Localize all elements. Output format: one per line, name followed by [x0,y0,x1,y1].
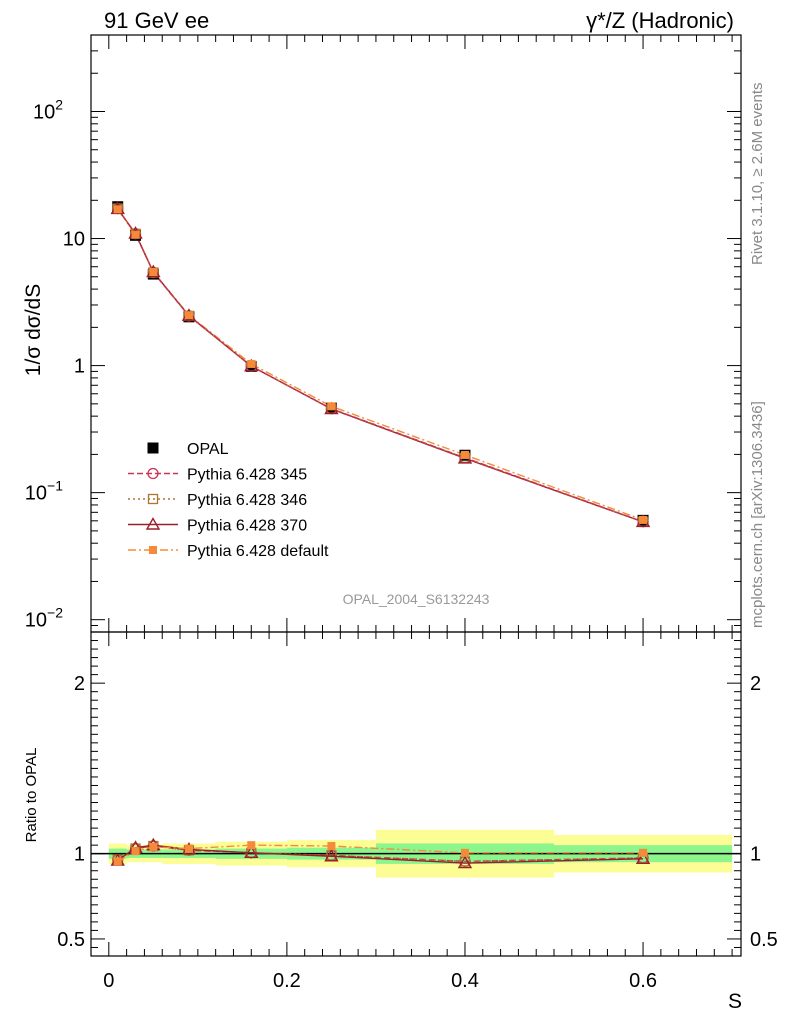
ratio-plot-frame [90,631,742,957]
ratio-y-tick-label-right: 1 [750,844,761,866]
main-point-pdefault [247,359,256,368]
main-y-tick-label: 10−2 [25,605,63,632]
ratio-point-p370 [635,851,651,864]
legend-marker-p370 [145,517,161,530]
ratio-point-pdefault [327,842,336,851]
ratio-y-tick-label-left: 0.5 [57,929,85,951]
main-y-tick-label: 102 [33,96,63,123]
x-axis-label: S [728,990,742,1013]
rivet-version-label: Rivet 3.1.10, ≥ 2.6M events [749,83,766,266]
ratio-point-pdefault [184,844,193,853]
ratio-point-pdefault [639,848,648,857]
legend-label-data: OPAL [187,441,229,458]
ratio-y-tick-label-right: 0.5 [750,929,778,951]
ratio-point-p370 [457,855,473,869]
main-point-pdefault [327,402,336,411]
main-y-tick-label: 1 [74,356,85,378]
main-point-pdefault [639,515,648,524]
ratio-point-pdefault [113,857,122,866]
mcplots-reference-label: mcplots.cern.ch [arXiv:1306.3436] [749,401,766,628]
header-right-title: γ*/Z (Hadronic) [586,8,734,33]
x-tick-label: 0.4 [451,970,479,992]
ratio-point-pdefault [131,847,140,856]
legend: OPAL Pythia 6.428 345 Pythia 6.428 346 Pyth… [128,441,329,560]
x-tick-label: 0.2 [273,970,301,992]
legend-marker-p346 [147,493,159,505]
x-tick-label: 0.6 [629,970,657,992]
legend-marker-data [147,442,159,454]
main-point-pdefault [131,230,140,239]
ratio-point-pdefault [247,841,256,850]
legend-label-pdefault: Pythia 6.428 default [187,543,329,560]
ratio-point-pdefault [460,848,469,857]
main-y-tick-label: 10−1 [25,478,63,505]
legend-marker-p345 [147,467,159,480]
ratio-point-p370 [324,848,339,862]
axes-layer: 10−2 10−1 1 10 102 0 0.2 0.4 0.6 0.5 0.5 1 1 2 2 [25,34,778,992]
analysis-watermark: OPAL_2004_S6132243 [343,591,490,607]
ratio-point-pdefault [149,842,158,851]
x-tick-label: 0 [103,970,114,992]
ratio-series-lines [91,837,741,869]
legend-label-p346: Pythia 6.428 346 [187,492,307,509]
header-left-title: 91 GeV ee [104,8,209,33]
main-series-lines [110,201,651,528]
main-point-pdefault [149,268,158,277]
legend-label-p370: Pythia 6.428 370 [187,518,307,535]
main-point-pdefault [113,205,122,214]
legend-label-p345: Pythia 6.428 345 [187,467,307,484]
ratio-point-p370 [244,845,259,859]
ratio-y-tick-label-left: 2 [74,673,85,695]
main-y-tick-label: 10 [63,229,85,251]
main-point-pdefault [460,450,469,459]
ratio-y-tick-label-left: 1 [74,844,85,866]
ratio-y-tick-label-right: 2 [750,673,761,695]
legend-marker-pdefault [149,546,157,554]
ratio-y-axis-label: Ratio to OPAL [23,748,40,843]
main-point-pdefault [184,311,193,320]
main-y-axis-label: 1/σ dσ/dS [22,284,45,376]
